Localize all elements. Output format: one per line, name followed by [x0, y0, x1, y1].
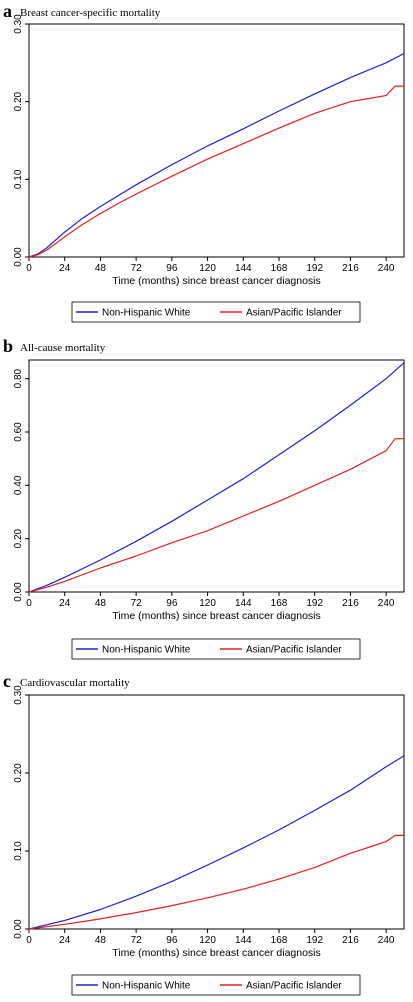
legend-box	[71, 301, 361, 323]
x-tick-label: 240	[378, 263, 395, 274]
x-tick-label: 240	[378, 598, 395, 609]
y-tick-label: 0.20	[13, 91, 24, 111]
x-tick-label: 96	[166, 598, 178, 609]
x-tick-label: 48	[95, 263, 107, 274]
y-tick-label: 0.20	[13, 763, 24, 783]
x-axis-label: Time (months) since breast cancer diagno…	[112, 610, 321, 622]
plot-frame	[28, 359, 405, 593]
x-tick-label: 120	[199, 263, 216, 274]
x-tick-label: 72	[131, 263, 143, 274]
x-axis-label: Time (months) since breast cancer diagno…	[112, 947, 321, 959]
chart-panel-c: c Cardiovascular mortality 0 24 48 72 96 120 144…	[3, 671, 405, 996]
x-tick-label: 48	[95, 935, 107, 946]
x-tick-label: 144	[235, 598, 252, 609]
chart-panel-b: b All-cause mortality 0 24 48 72 96 120 144 168 19…	[3, 336, 405, 660]
chart-title: Breast cancer-specific mortality	[20, 7, 161, 19]
x-tick-label: 72	[131, 598, 143, 609]
x-tick-label: 0	[26, 598, 32, 609]
x-tick-label: 0	[26, 935, 32, 946]
x-tick-label: 216	[342, 598, 359, 609]
y-tick-label: 0.80	[13, 368, 24, 388]
x-tick-label: 120	[199, 598, 216, 609]
chart-panel-a: a Breast cancer-specific mortality 0 24 48 72…	[3, 1, 405, 323]
y-tick-label: 0.10	[13, 169, 24, 189]
x-tick-label: 96	[166, 263, 178, 274]
plot-frame	[28, 23, 405, 258]
panel-label: a	[3, 1, 12, 21]
legend-label: Non-Hispanic White	[102, 308, 191, 319]
legend-box	[71, 974, 361, 996]
x-tick-label: 24	[59, 598, 71, 609]
x-tick-label: 48	[95, 598, 107, 609]
x-tick-label: 168	[271, 263, 288, 274]
x-tick-label: 144	[235, 263, 252, 274]
x-tick-label: 168	[271, 935, 288, 946]
legend-label: Asian/Pacific Islander	[246, 308, 342, 319]
x-tick-label: 72	[131, 935, 143, 946]
x-tick-label: 168	[271, 598, 288, 609]
x-tick-label: 216	[342, 935, 359, 946]
series-line-non-hispanic-white	[28, 52, 405, 258]
x-tick-label: 24	[59, 263, 71, 274]
chart-title: Cardiovascular mortality	[20, 677, 130, 689]
series-line-asian-pacific-islander	[28, 438, 404, 593]
legend-label: Asian/Pacific Islander	[246, 981, 342, 992]
series-line-non-hispanic-white	[28, 362, 405, 593]
legend-label: Non-Hispanic White	[102, 981, 191, 992]
series-line-asian-pacific-islander	[28, 834, 404, 930]
series-line-asian-pacific-islander	[28, 85, 404, 258]
y-tick-label: 0.00	[13, 582, 24, 602]
y-tick-label: 0.00	[13, 919, 24, 939]
y-tick-label: 0.20	[13, 528, 24, 548]
y-tick-label: 0.60	[13, 422, 24, 442]
panel-label: b	[3, 336, 13, 356]
x-tick-label: 240	[378, 935, 395, 946]
chart-title: All-cause mortality	[20, 342, 106, 354]
x-tick-label: 0	[26, 263, 32, 274]
panel-label: c	[3, 671, 11, 691]
x-tick-label: 144	[235, 935, 252, 946]
x-tick-label: 24	[59, 935, 71, 946]
x-tick-label: 192	[306, 598, 323, 609]
y-tick-label: 0.00	[13, 247, 24, 267]
x-axis-label: Time (months) since breast cancer diagno…	[112, 275, 321, 287]
x-tick-label: 120	[199, 935, 216, 946]
legend-box	[71, 638, 361, 660]
plot-frame	[28, 694, 405, 930]
y-tick-label: 0.30	[13, 14, 24, 34]
x-tick-label: 192	[306, 935, 323, 946]
x-tick-label: 96	[166, 935, 178, 946]
y-tick-label: 0.40	[13, 475, 24, 495]
series-line-non-hispanic-white	[28, 755, 405, 930]
legend-label: Non-Hispanic White	[102, 645, 191, 656]
x-tick-label: 192	[306, 263, 323, 274]
legend-label: Asian/Pacific Islander	[246, 645, 342, 656]
y-tick-label: 0.10	[13, 841, 24, 861]
x-tick-label: 216	[342, 263, 359, 274]
y-tick-label: 0.30	[13, 685, 24, 705]
